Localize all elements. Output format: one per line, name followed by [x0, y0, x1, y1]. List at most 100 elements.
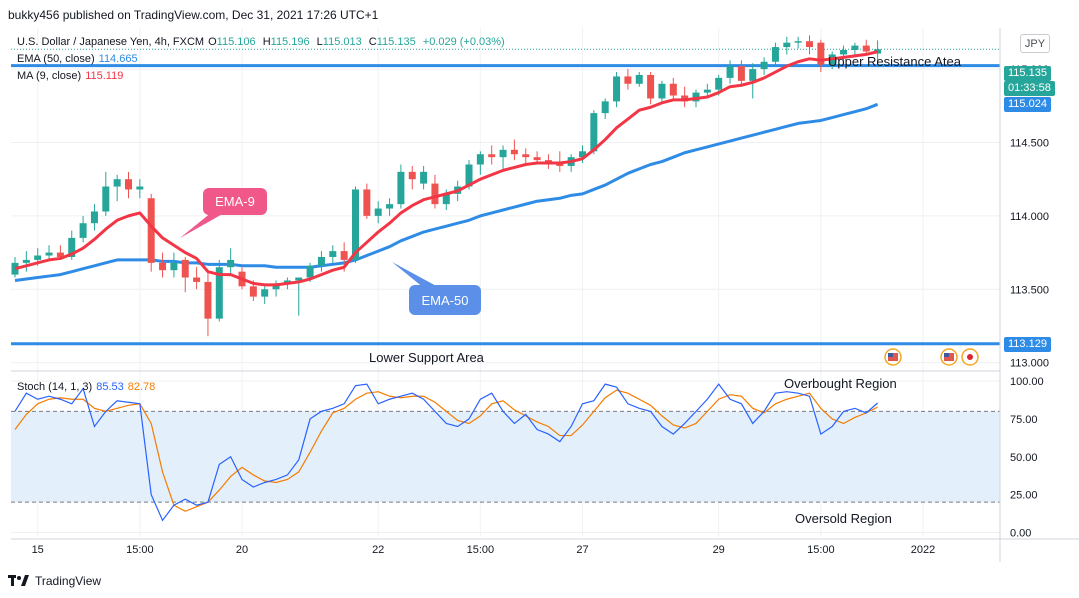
candle-body — [125, 179, 132, 190]
ohlc-h: H115.196 — [262, 36, 310, 48]
overbought-label: Overbought Region — [784, 376, 897, 391]
ema9-label: EMA-9 — [203, 188, 267, 215]
candle-body — [193, 277, 201, 282]
candle — [533, 151, 541, 164]
candle — [522, 148, 530, 164]
ema9-layer — [14, 50, 878, 287]
ema50-callout-pointer — [392, 262, 440, 288]
candle-body — [329, 251, 337, 257]
candle — [79, 215, 87, 243]
candle — [601, 98, 609, 120]
footer-brand[interactable]: TradingView — [8, 572, 101, 590]
time-tick-label: 29 — [713, 544, 725, 556]
candle-body — [295, 277, 303, 281]
stoch-d-line — [14, 389, 878, 512]
candle — [22, 251, 30, 272]
candle-body — [726, 66, 734, 78]
candle — [669, 77, 677, 102]
ema-legend[interactable]: EMA (50, close) 114.665 — [17, 53, 142, 65]
stoch-band-fill — [11, 411, 1000, 503]
us-flag-canton — [888, 353, 893, 357]
us-flag-icon — [884, 348, 902, 366]
candle — [193, 267, 201, 290]
horizontal-levels — [11, 48, 1000, 346]
candle-body — [579, 151, 586, 158]
candle-body — [703, 89, 711, 93]
time-tick-label: 2022 — [911, 544, 935, 556]
ma-legend[interactable]: MA (9, close) 115.119 — [17, 70, 127, 82]
top-bar: bukky456 published on TradingView.com, D… — [0, 0, 1079, 30]
candle-body — [79, 223, 87, 238]
resistance-price-tag: 115.024 — [1004, 97, 1051, 112]
ohlc-l: L115.013 — [316, 36, 362, 48]
candle-body — [624, 76, 632, 84]
candle — [204, 271, 212, 337]
candle-body — [794, 41, 802, 43]
candle-body — [56, 252, 64, 257]
candle-body — [204, 281, 212, 319]
last-price-tag: 115.135 — [1004, 66, 1051, 81]
jp-flag-sun — [967, 354, 973, 360]
candle — [102, 171, 110, 216]
candle — [295, 277, 303, 316]
candle — [510, 139, 518, 161]
candle — [272, 280, 280, 297]
candle-body — [363, 189, 371, 216]
candle — [136, 179, 144, 199]
candle — [227, 248, 235, 275]
candle-body — [215, 267, 223, 319]
candle — [590, 110, 598, 155]
ma-legend-label: MA (9, close) — [17, 70, 82, 82]
candle-body — [90, 211, 98, 224]
candle — [806, 35, 813, 55]
candle — [624, 69, 632, 90]
candle — [431, 174, 439, 209]
candle-body — [601, 101, 609, 114]
stoch-tick-label: 50.00 — [1010, 452, 1038, 464]
candle-body — [613, 76, 621, 102]
label-callouts — [180, 212, 440, 288]
symbol-name: U.S. Dollar / Japanese Yen, 4h, FXCM — [17, 36, 205, 48]
currency-button[interactable]: JPY — [1020, 34, 1050, 53]
candle — [613, 72, 621, 108]
ohlc-o: O115.106 — [208, 36, 256, 48]
us-flag-icon — [940, 348, 958, 366]
candle-body — [783, 42, 791, 48]
candle — [681, 86, 689, 108]
candle — [215, 259, 223, 322]
candle-body — [715, 77, 723, 90]
candle — [647, 72, 655, 105]
candle-body — [669, 83, 677, 96]
candle-body — [635, 74, 643, 84]
candle-body — [159, 262, 167, 271]
stoch-tick-label: 75.00 — [1010, 414, 1038, 426]
candle-body — [386, 204, 394, 209]
candle-body — [647, 74, 655, 99]
candle — [159, 252, 167, 278]
candle-body — [136, 186, 144, 190]
candle — [374, 201, 382, 224]
candle-body — [22, 259, 30, 263]
candle — [420, 165, 428, 190]
candle-body — [488, 154, 496, 158]
time-tick-label: 22 — [372, 544, 384, 556]
candle — [476, 151, 484, 175]
upper-resistance-label: Upper Resistance Atea — [828, 54, 961, 69]
price-tick-label: 114.500 — [1010, 137, 1049, 149]
candle-body — [522, 154, 530, 158]
ema9-callout-pointer — [180, 212, 226, 238]
stoch-k-line — [14, 383, 878, 522]
candle — [125, 171, 132, 199]
price-tick-label: 114.000 — [1010, 211, 1049, 223]
candle — [760, 57, 768, 75]
time-tick-label: 27 — [576, 544, 588, 556]
candle-body — [510, 149, 518, 155]
candle-body — [170, 262, 178, 271]
candle-body — [476, 154, 484, 165]
candle-body — [102, 186, 110, 212]
footer-brand-text: TradingView — [35, 574, 102, 588]
candle — [658, 80, 666, 102]
candle-body — [658, 83, 666, 99]
stoch-legend[interactable]: Stoch (14, 1, 3) 85.53 82.78 — [17, 381, 159, 393]
